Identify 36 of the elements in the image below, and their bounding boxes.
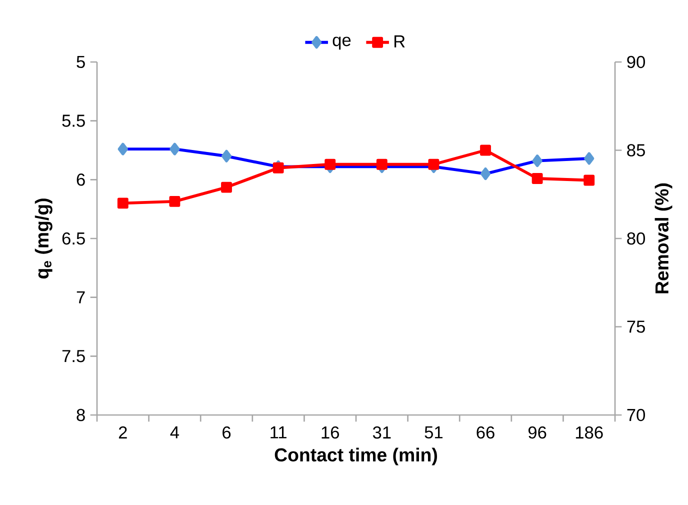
- point: [584, 174, 595, 186]
- x-tick-label: 186: [576, 426, 603, 439]
- legend-label: qe: [332, 36, 351, 50]
- y2-tick-label: 75: [627, 320, 645, 333]
- y2-tick-label: 85: [627, 144, 645, 156]
- y2-axis-title: Removal (%): [654, 183, 672, 294]
- y2-tick-label: 70: [627, 408, 645, 422]
- point: [428, 158, 440, 170]
- y-tick-label: 5: [76, 56, 85, 68]
- y-tick-label: 6.5: [62, 232, 85, 245]
- x-tick-label: 16: [322, 426, 339, 439]
- point: [324, 158, 336, 170]
- y-tick-label: 5.5: [62, 114, 85, 127]
- x-tick-label: 96: [528, 426, 546, 439]
- x-tick-label: 6: [222, 426, 231, 439]
- y-tick-label: 7.5: [62, 350, 85, 362]
- y-tick-label: 6: [76, 174, 85, 186]
- x-tick-label: 4: [170, 426, 180, 438]
- point: [532, 173, 543, 184]
- y2-tick-label: 80: [627, 232, 645, 245]
- y-tick-label: 7: [76, 291, 85, 304]
- x-tick-label: 11: [270, 426, 286, 438]
- x-tick-label: 51: [424, 426, 443, 438]
- x-tick-label: 2: [118, 426, 127, 438]
- point: [480, 144, 491, 156]
- point: [376, 158, 388, 170]
- point: [117, 198, 128, 209]
- legend-label: R: [394, 35, 405, 48]
- point: [221, 182, 232, 193]
- y2-tick-label: 90: [627, 56, 645, 68]
- y-axis-title: q$_{e}$ (mg/g): [34, 198, 52, 278]
- y-tick-label: 8: [76, 408, 85, 422]
- x-axis-title: Contact time (min): [274, 448, 437, 466]
- point: [169, 196, 180, 207]
- x-tick-label: 31: [372, 426, 391, 439]
- x-tick-label: 66: [476, 426, 494, 439]
